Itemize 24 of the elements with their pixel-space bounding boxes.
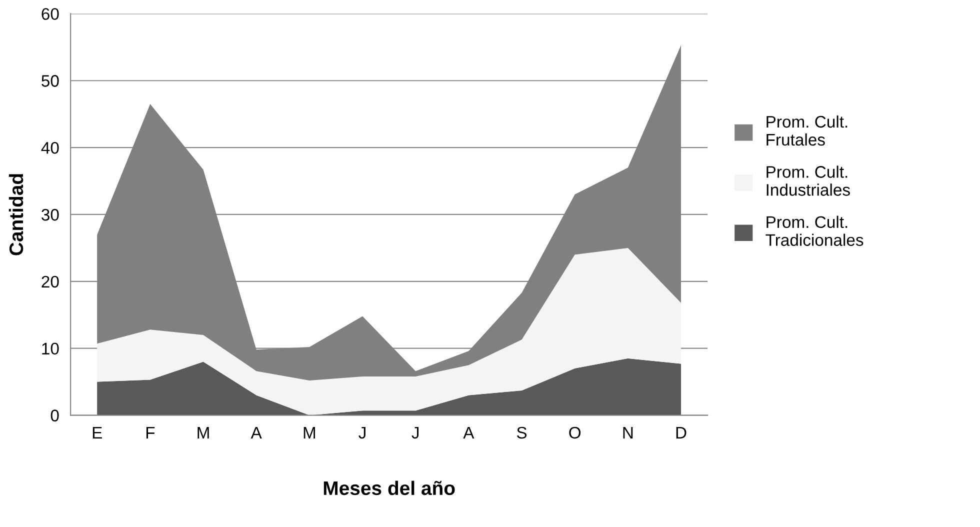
x-tick-label: F: [146, 427, 155, 438]
x-tick-label: A: [463, 427, 474, 438]
x-tick-label: O: [569, 426, 581, 439]
x-tick-label: S: [516, 426, 527, 439]
x-tick-label: N: [623, 427, 633, 438]
y-tick-label: 40: [41, 142, 59, 154]
x-tick-label: J: [412, 427, 419, 439]
y-tick-label: 60: [42, 8, 59, 20]
x-tick-label: D: [676, 427, 686, 438]
legend-label: Prom. Cult. Frutales: [766, 115, 848, 146]
y-tick-label: 30: [42, 208, 59, 221]
y-tick-label: 50: [42, 75, 59, 87]
x-tick-label: A: [250, 427, 262, 438]
y-tick-label: 10: [42, 342, 59, 355]
legend-label: Prom. Cult. Tradicionales: [766, 216, 864, 246]
y-axis-title: Cantidad: [8, 174, 24, 256]
x-tick-label: M: [198, 427, 209, 438]
y-tick-label: 20: [42, 276, 59, 288]
x-tick-label: J: [358, 427, 366, 439]
x-axis-title: Meses del año: [324, 480, 455, 496]
y-tick-label: 0: [50, 410, 59, 422]
x-tick-label: M: [304, 427, 316, 438]
legend-label: Prom. Cult. Industriales: [766, 166, 850, 196]
x-tick-label: E: [92, 427, 102, 438]
